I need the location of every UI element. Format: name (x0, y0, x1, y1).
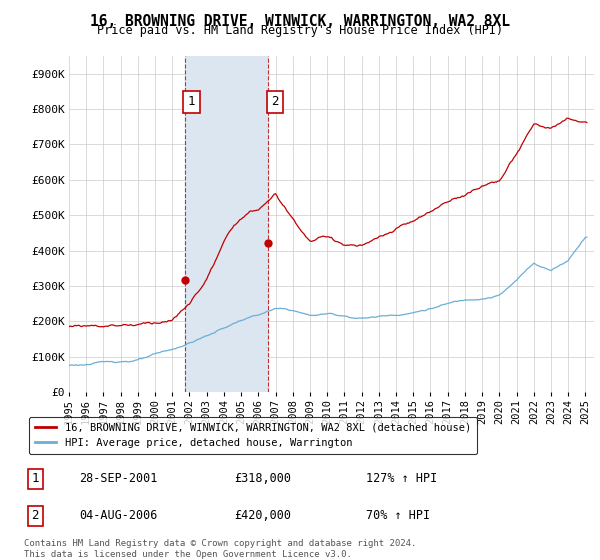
Bar (185, 56, 268, 392)
Text: 16, BROWNING DRIVE, WINWICK, WARRINGTON, WA2 8XL: 16, BROWNING DRIVE, WINWICK, WARRINGTON,… (90, 14, 510, 29)
Text: Price paid vs. HM Land Registry's House Price Index (HPI): Price paid vs. HM Land Registry's House … (97, 24, 503, 36)
Legend: 16, BROWNING DRIVE, WINWICK, WARRINGTON, WA2 8XL (detached house), HPI: Average : 16, BROWNING DRIVE, WINWICK, WARRINGTON,… (29, 417, 477, 454)
Text: 1: 1 (31, 472, 39, 486)
Text: 28-SEP-2001: 28-SEP-2001 (79, 472, 158, 486)
Text: 127% ↑ HPI: 127% ↑ HPI (366, 472, 437, 486)
Text: 04-AUG-2006: 04-AUG-2006 (79, 509, 158, 522)
Text: £420,000: £420,000 (234, 509, 291, 522)
Text: £318,000: £318,000 (234, 472, 291, 486)
Text: 70% ↑ HPI: 70% ↑ HPI (366, 509, 430, 522)
Text: Contains HM Land Registry data © Crown copyright and database right 2024.
This d: Contains HM Land Registry data © Crown c… (24, 539, 416, 559)
Text: 1: 1 (188, 95, 195, 109)
Text: 2: 2 (271, 95, 278, 109)
Text: 2: 2 (31, 509, 39, 522)
